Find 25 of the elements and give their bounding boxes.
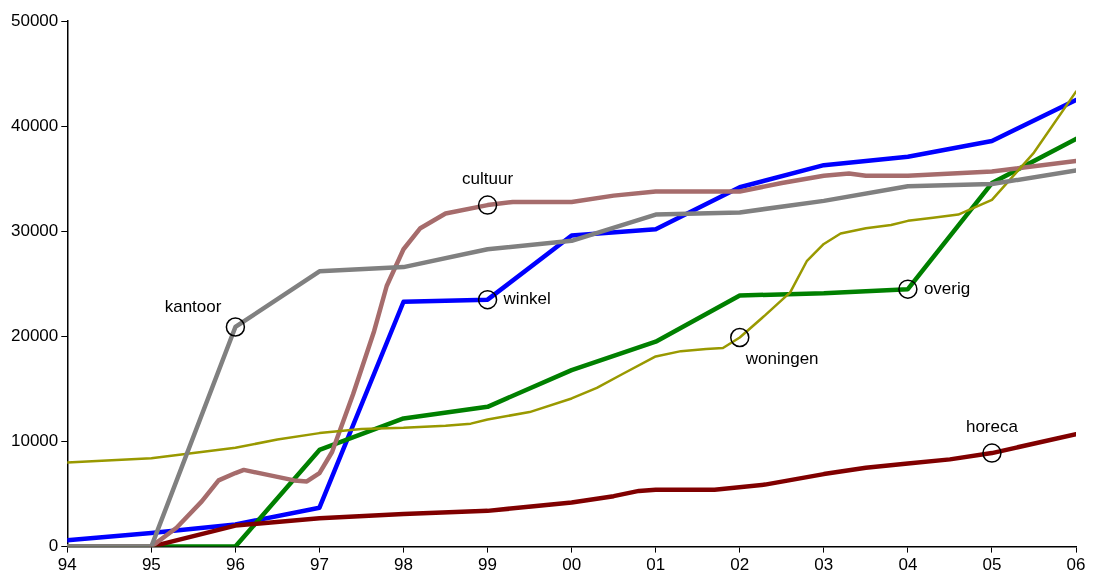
y-tick-label: 30000 — [10, 221, 59, 241]
x-tick-label: 03 — [814, 555, 834, 575]
y-tick-label: 0 — [48, 536, 59, 556]
x-tick-label: 01 — [646, 555, 666, 575]
y-tick-label: 40000 — [10, 115, 59, 135]
x-tick-label: 00 — [562, 555, 582, 575]
annotation: winkel — [502, 289, 551, 309]
annotation: kantoor — [164, 296, 222, 316]
annotation: woningen — [744, 349, 819, 369]
x-tick-label: 05 — [982, 555, 1002, 575]
x-tick-label: 99 — [478, 555, 498, 575]
y-tick-label: 50000 — [10, 10, 59, 30]
annotation: overig — [923, 278, 971, 298]
x-tick-label: 98 — [394, 555, 413, 575]
annotation: cultuur — [462, 168, 514, 188]
x-tick-label: 95 — [141, 555, 161, 575]
x-tick-label: 02 — [730, 555, 750, 575]
x-tick-label: 97 — [309, 555, 329, 575]
x-tick-label: 06 — [1066, 555, 1086, 575]
x-tick-label: 04 — [898, 555, 918, 575]
x-tick-label: 94 — [57, 555, 77, 575]
x-tick-label: 96 — [225, 555, 245, 575]
y-tick-label: 10000 — [10, 431, 59, 451]
annotation: horeca — [965, 416, 1019, 436]
y-tick-label: 20000 — [10, 326, 59, 346]
